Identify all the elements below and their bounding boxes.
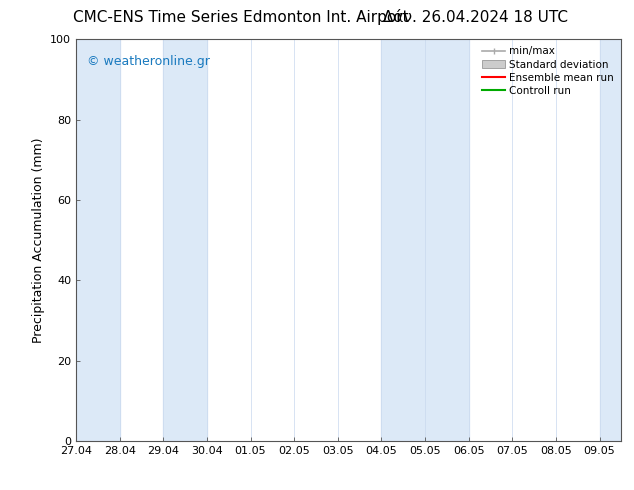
Bar (76, 39, 120, 441)
Y-axis label: Precipitation Accumulation (mm): Precipitation Accumulation (mm) (32, 137, 44, 343)
Text: CMC-ENS Time Series Edmonton Int. Airport: CMC-ENS Time Series Edmonton Int. Airpor… (73, 10, 409, 25)
Bar (382, 39, 469, 441)
Bar (164, 39, 207, 441)
Text: © weatheronline.gr: © weatheronline.gr (87, 55, 210, 68)
Legend: min/max, Standard deviation, Ensemble mean run, Controll run: min/max, Standard deviation, Ensemble me… (478, 42, 618, 100)
Text: Δάν. 26.04.2024 18 UTC: Δάν. 26.04.2024 18 UTC (383, 10, 568, 25)
Bar (600, 39, 634, 441)
